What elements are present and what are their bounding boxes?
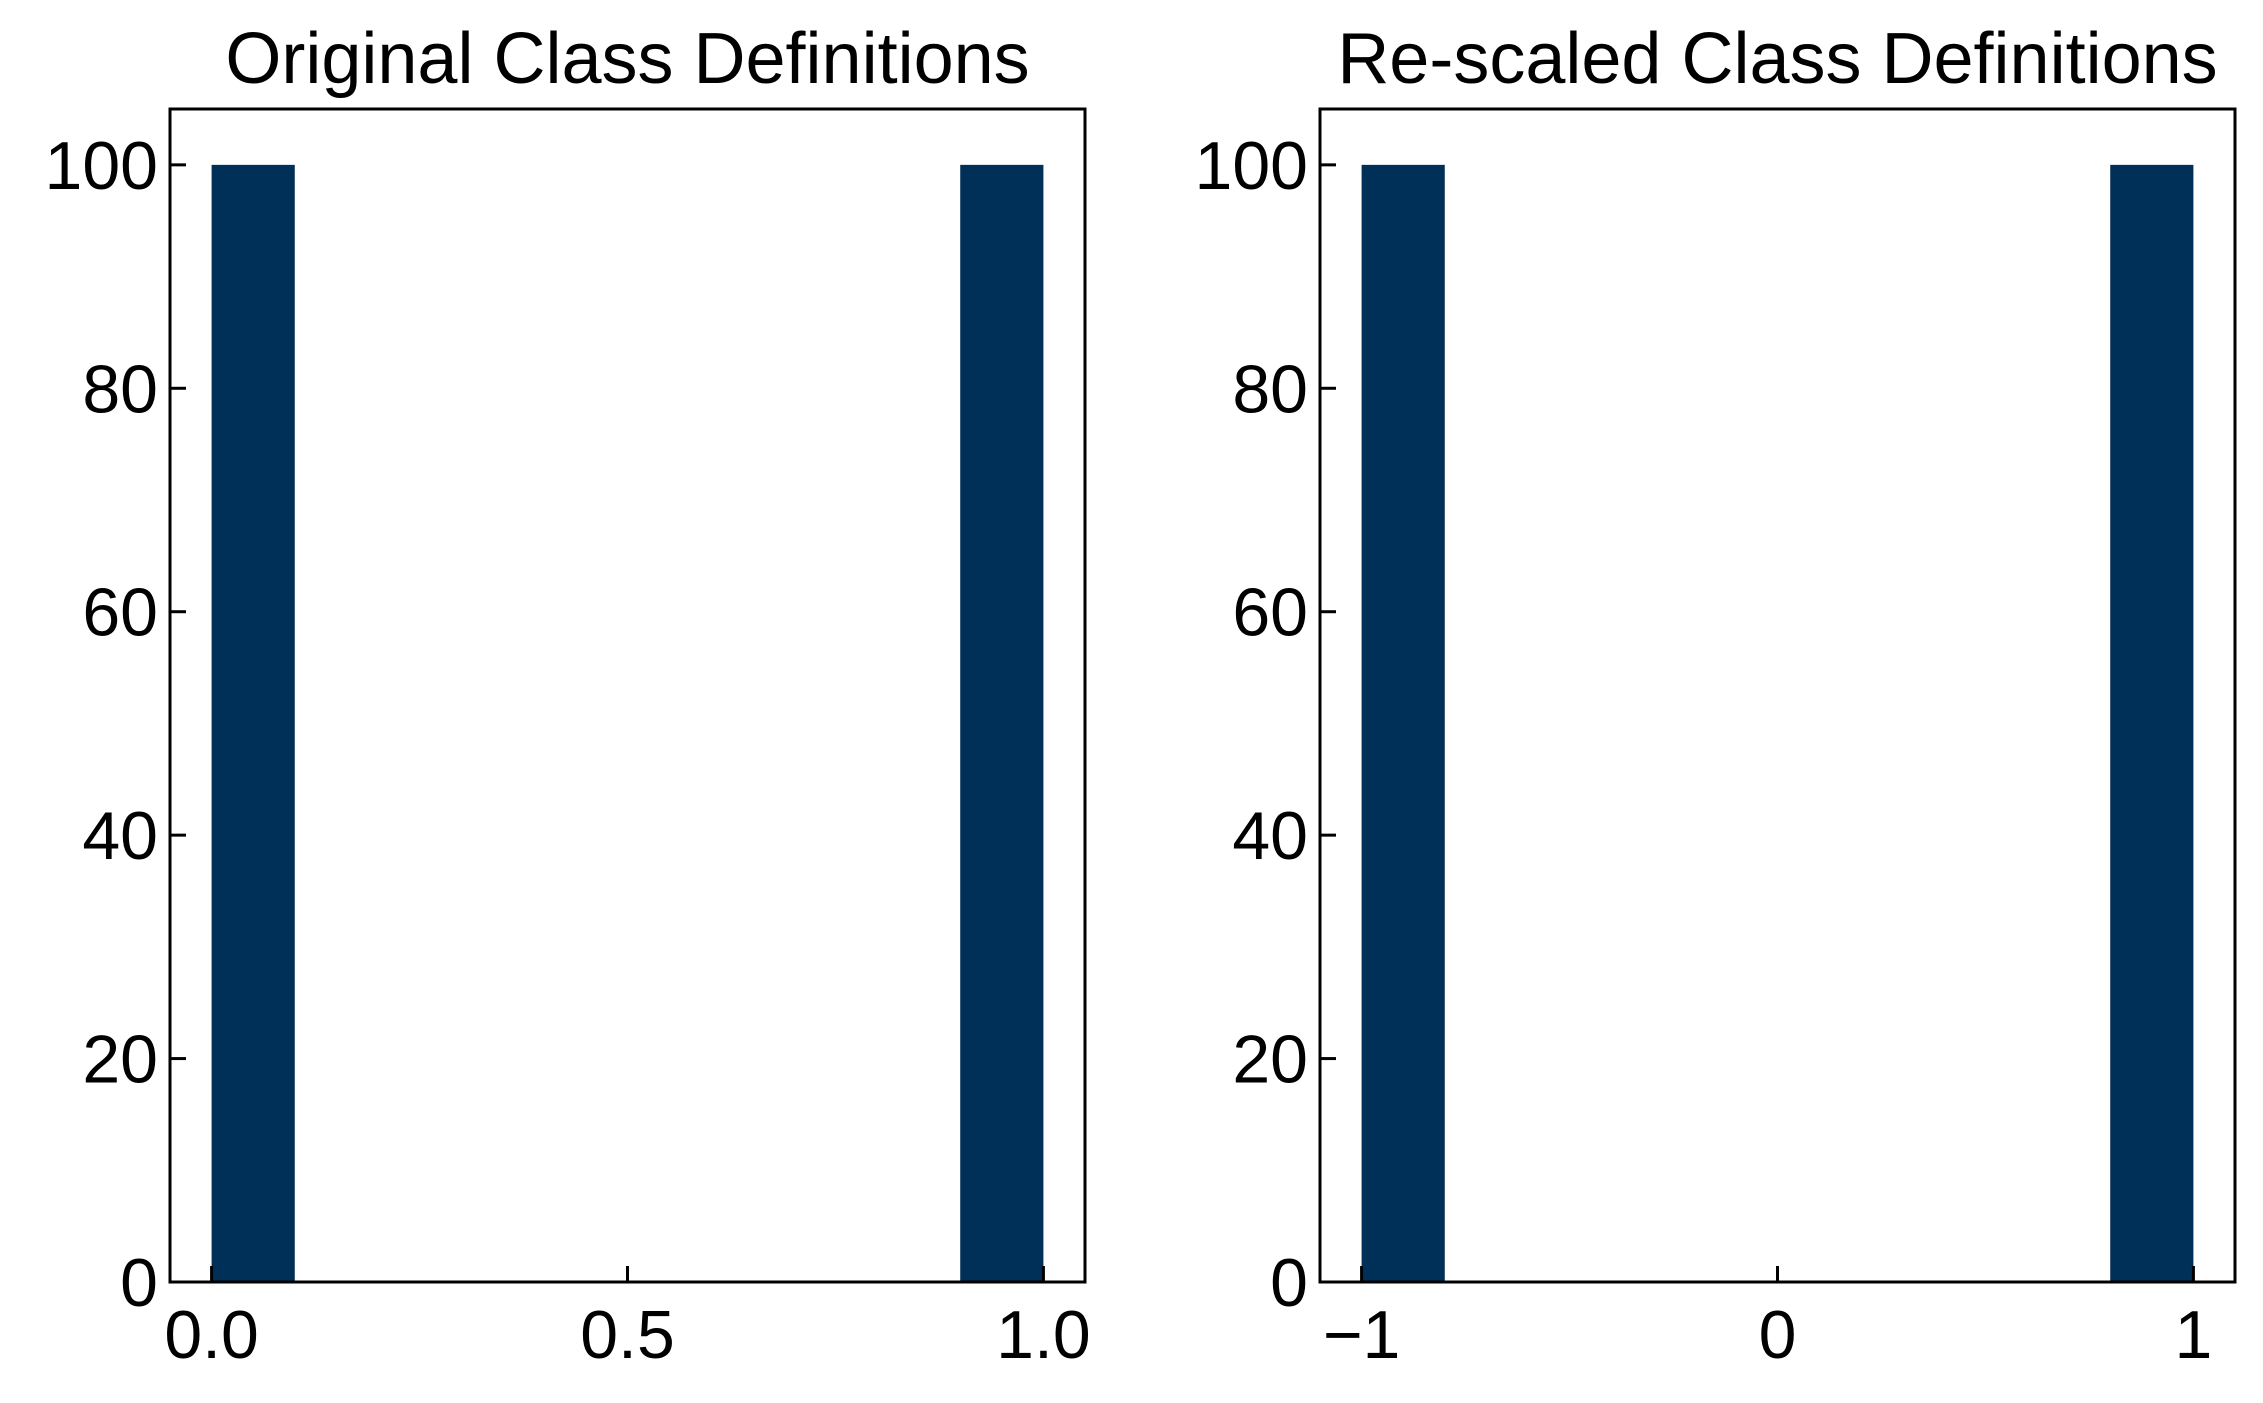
bar-2 [2110, 164, 2194, 1282]
x-tick-label: −1 [1323, 1297, 1401, 1373]
chart-title: Re-scaled Class Definitions [1337, 19, 2217, 99]
x-tick-label: 0 [1759, 1297, 1797, 1373]
y-tick-label: 40 [1232, 798, 1308, 874]
x-tick-label: 1 [2174, 1297, 2212, 1373]
y-tick-label: 20 [1232, 1022, 1308, 1098]
y-tick-label: 0 [120, 1245, 158, 1321]
bar-1 [1361, 164, 1445, 1282]
y-tick-label: 60 [82, 575, 158, 651]
bar-1 [211, 164, 295, 1282]
y-tick-label: 60 [1232, 575, 1308, 651]
x-tick-label: 0.5 [580, 1297, 675, 1373]
chart-panel-2: Re-scaled Class Definitions 0 20 40 60 80 100 −… [1195, 19, 2237, 1373]
bar-2 [960, 164, 1044, 1282]
y-tick-label: 80 [1232, 351, 1308, 427]
plot-frame [1318, 107, 2237, 1284]
chart-panel-1: Original Class Definitions 0 20 40 60 80 100 0.… [45, 19, 1091, 1373]
y-tick-label: 100 [1195, 128, 1308, 204]
y-tick-label: 20 [82, 1022, 158, 1098]
y-tick-label: 100 [45, 128, 158, 204]
y-tick-label: 40 [82, 798, 158, 874]
y-tick-label: 0 [1270, 1245, 1308, 1321]
x-tick-label: 1.0 [996, 1297, 1091, 1373]
y-tick-label: 80 [82, 351, 158, 427]
x-tick-label: 0.0 [164, 1297, 259, 1373]
plot-frame [168, 107, 1087, 1284]
chart-title: Original Class Definitions [225, 19, 1029, 99]
